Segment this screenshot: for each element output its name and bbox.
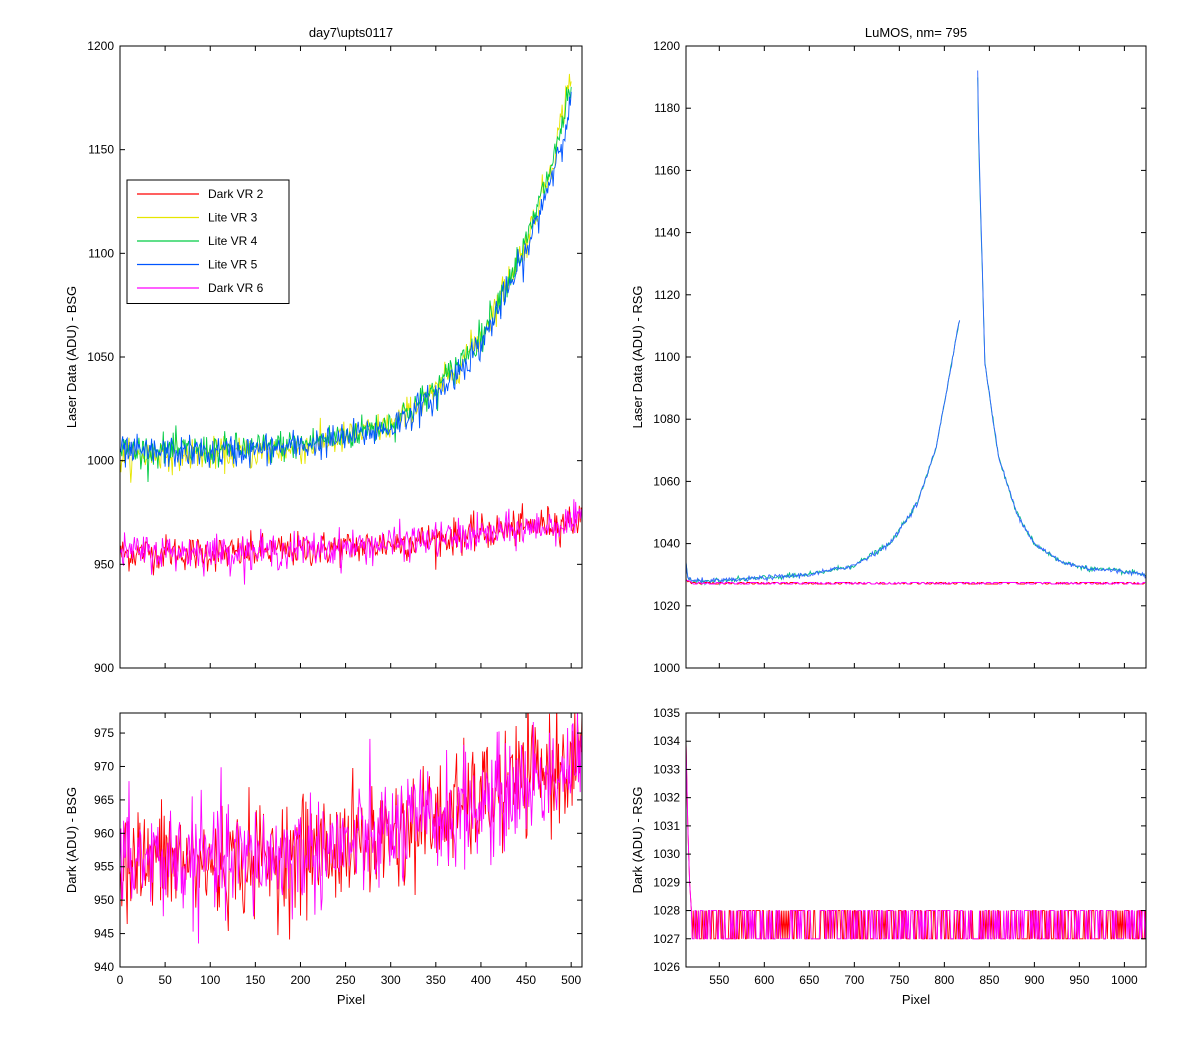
y-tick-label: 1040 — [653, 537, 680, 551]
x-tick-label: 400 — [471, 973, 491, 987]
y-tick-label: 1032 — [653, 791, 680, 805]
legend-label: Dark VR 2 — [208, 187, 264, 201]
x-tick-label: 150 — [245, 973, 265, 987]
series-line-dark-vr-2 — [120, 503, 582, 576]
bottom-left-plot: 940 945 950 955 960 965 970 975 0 50 100 150 200 250 3… — [64, 712, 583, 1007]
legend-label: Lite VR 4 — [208, 234, 258, 248]
x-tick-label: 800 — [934, 973, 954, 987]
y-tick-label: 1200 — [87, 39, 114, 53]
y-axis-label: Laser Data (ADU) - BSG — [64, 286, 79, 428]
x-tick-label: 500 — [561, 973, 581, 987]
y-tick-label: 1060 — [653, 474, 680, 488]
y-axis-label: Dark (ADU) - BSG — [64, 787, 79, 893]
x-tick-label: 200 — [290, 973, 310, 987]
axes-box — [685, 712, 1147, 968]
y-tick-label: 1200 — [653, 39, 680, 53]
series-group — [120, 713, 582, 944]
series-group — [120, 73, 582, 585]
x-tick-label: 450 — [516, 973, 536, 987]
top-left-plot: 900 950 1000 1050 1100 1150 1200 day7\upts0117 L… — [64, 25, 583, 675]
y-tick-label: 1180 — [654, 101, 680, 115]
plot-title: LuMOS, nm= 795 — [865, 25, 967, 40]
top-right-plot: 1000 1020 1040 1060 1080 1100 1120 1140 1160 1180… — [630, 25, 1147, 675]
y-tick-label: 1160 — [654, 163, 680, 177]
x-tick-label: 250 — [336, 973, 356, 987]
y-tick-label: 940 — [94, 960, 114, 974]
series-line-lite-vr-5-rsg-right-lobe — [977, 70, 1146, 579]
x-tick-label: 600 — [754, 973, 774, 987]
y-tick-label: 900 — [94, 661, 114, 675]
x-tick-label: 550 — [709, 973, 729, 987]
y-tick-label: 1027 — [653, 932, 680, 946]
y-tick-label: 1035 — [653, 706, 680, 720]
x-tick-label: 900 — [1024, 973, 1044, 987]
x-axis-label: Pixel — [337, 992, 365, 1007]
y-tick-label: 1028 — [653, 904, 680, 918]
y-tick-label: 1140 — [654, 226, 680, 240]
y-tick-label: 950 — [94, 893, 114, 907]
series-group — [686, 70, 1146, 586]
x-tick-label: 0 — [117, 973, 124, 987]
y-axis-label: Laser Data (ADU) - RSG — [630, 285, 645, 428]
y-tick-label: 965 — [94, 793, 114, 807]
series-group — [686, 741, 1146, 940]
series-line-dark-vr-6 — [686, 741, 1146, 940]
legend-label: Lite VR 5 — [208, 258, 258, 272]
y-axis-label: Dark (ADU) - RSG — [630, 787, 645, 894]
series-line-lite-vr-3-rsg- — [686, 321, 961, 586]
x-tick-label: 300 — [381, 973, 401, 987]
legend-label: Lite VR 3 — [208, 211, 258, 225]
y-tick-label: 1031 — [653, 819, 680, 833]
bottom-right-plot: 1026 1027 1028 1029 1030 1031 1032 1033 1034 1035… — [630, 706, 1147, 1007]
series-line-lite-vr-3-rsg-right-lobe — [977, 77, 1146, 577]
legend: Dark VR 2 Lite VR 3 Lite VR 4 Lite VR 5 Dark… — [126, 179, 290, 304]
y-tick-label: 1033 — [653, 762, 680, 776]
y-tick-label: 1020 — [653, 599, 680, 613]
y-tick-label: 1026 — [653, 960, 680, 974]
y-tick-label: 950 — [94, 557, 114, 571]
series-line-dark-vr-6-rsg- — [686, 579, 1146, 585]
y-tick-label: 1100 — [654, 350, 680, 364]
legend-label: Dark VR 6 — [208, 281, 264, 295]
y-tick-label: 1120 — [654, 288, 680, 302]
series-line-lite-vr-5 — [120, 91, 572, 469]
y-tick-label: 1000 — [87, 454, 114, 468]
x-tick-label: 700 — [844, 973, 864, 987]
x-tick-label: 850 — [979, 973, 999, 987]
y-tick-label: 970 — [94, 759, 114, 773]
x-tick-label: 50 — [158, 973, 172, 987]
axes-box — [119, 45, 583, 669]
y-tick-label: 1050 — [87, 350, 114, 364]
x-tick-label: 950 — [1069, 973, 1089, 987]
y-tick-label: 1030 — [653, 847, 680, 861]
y-tick-label: 975 — [94, 726, 114, 740]
series-line-lite-vr-5-rsg- — [686, 320, 961, 584]
x-axis-label: Pixel — [902, 992, 930, 1007]
x-tick-label: 350 — [426, 973, 446, 987]
legend-box — [126, 179, 290, 304]
y-tick-label: 1100 — [88, 246, 114, 260]
y-tick-label: 945 — [94, 927, 114, 941]
y-tick-label: 960 — [94, 826, 114, 840]
y-tick-label: 1150 — [88, 143, 114, 157]
plot-title: day7\upts0117 — [309, 25, 393, 40]
y-tick-label: 1000 — [653, 661, 680, 675]
x-tick-label: 100 — [200, 973, 220, 987]
y-tick-label: 1080 — [653, 412, 680, 426]
series-line-dark-vr-6 — [120, 713, 582, 944]
x-tick-label: 750 — [889, 973, 909, 987]
axes-box — [685, 45, 1147, 669]
y-tick-label: 1029 — [653, 875, 680, 889]
y-tick-label: 1034 — [653, 734, 680, 748]
series-line-dark-vr-6 — [120, 499, 582, 585]
axes-box — [119, 712, 583, 968]
x-tick-label: 1000 — [1111, 973, 1138, 987]
x-tick-label: 650 — [799, 973, 819, 987]
series-line-dark-vr-2 — [686, 741, 1146, 940]
y-tick-label: 955 — [94, 860, 114, 874]
